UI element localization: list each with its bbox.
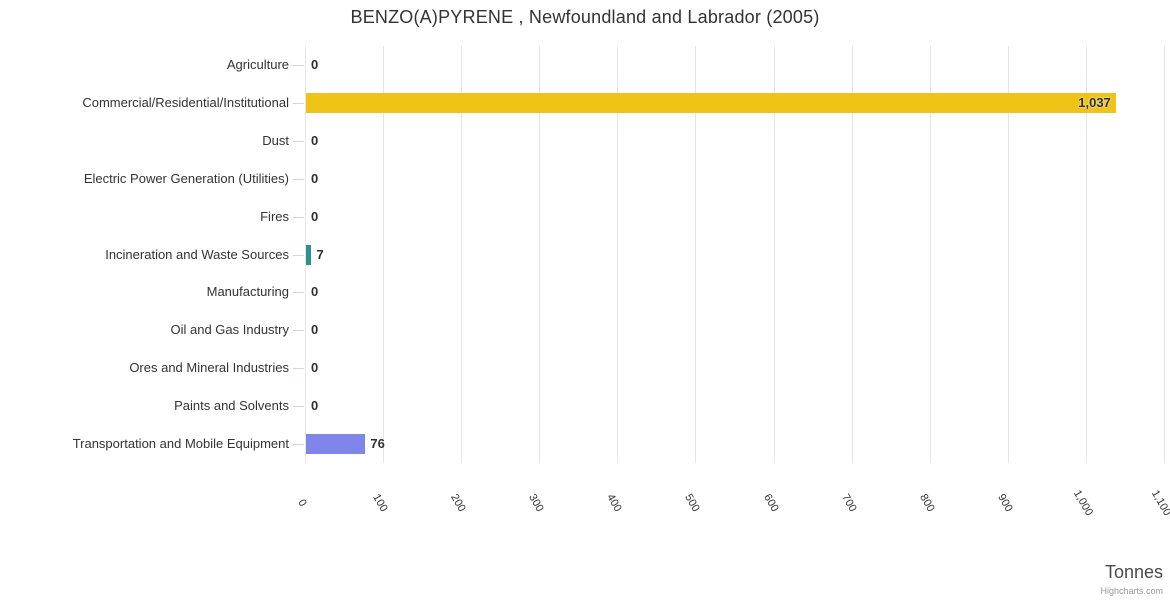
category-tick [293, 103, 304, 104]
category-tick [293, 179, 304, 180]
category-tick [293, 141, 304, 142]
data-label: 7 [316, 246, 324, 262]
data-label: 0 [311, 170, 319, 186]
bar-incineration-and-waste-sources[interactable] [306, 244, 312, 265]
data-label: 0 [311, 398, 319, 414]
x-tick-label: 100 [370, 492, 390, 514]
category-label: Oil and Gas Industry [170, 322, 290, 338]
x-tick-label: 700 [838, 492, 859, 514]
plot-area [305, 46, 1165, 463]
bar-commercial-residential-institutional[interactable] [306, 92, 1116, 113]
category-label: Dust [262, 132, 289, 148]
gridline-x-100 [383, 46, 385, 463]
data-label: 0 [311, 360, 319, 376]
gridline-x-1100 [1164, 46, 1165, 463]
category-label: Manufacturing [206, 284, 289, 300]
data-label: 0 [311, 208, 319, 224]
x-tick-label: 900 [995, 492, 1015, 514]
gridline-x-700 [851, 46, 853, 463]
category-label: Ores and Mineral Industries [129, 360, 289, 376]
gridline-x-600 [773, 46, 775, 463]
category-tick [293, 406, 304, 407]
gridline-x-800 [929, 46, 931, 463]
x-tick-label: 1,100 [1148, 488, 1170, 518]
x-tick-label: 600 [760, 492, 781, 514]
x-tick-label: 500 [682, 492, 703, 514]
x-tick-label: 800 [916, 492, 937, 514]
category-tick [293, 217, 304, 218]
category-label: Transportation and Mobile Equipment [72, 436, 289, 452]
gridline-x-0 [305, 46, 306, 463]
data-label: 0 [311, 322, 319, 338]
data-label: 0 [311, 132, 319, 148]
category-tick [293, 444, 304, 445]
x-axis-title: Tonnes [1104, 562, 1163, 582]
x-tick-label: 300 [526, 492, 547, 514]
gridline-x-200 [461, 46, 463, 463]
category-label: Commercial/Residential/Institutional [82, 94, 289, 110]
category-tick [293, 292, 304, 293]
category-tick [293, 330, 304, 331]
x-tick-label: 400 [604, 492, 625, 514]
data-label: 0 [311, 284, 319, 300]
category-tick [293, 65, 304, 66]
gridline-x-900 [1007, 46, 1009, 463]
bar-transportation-and-mobile-equipment[interactable] [306, 434, 366, 455]
gridline-x-400 [617, 46, 619, 463]
category-label: Electric Power Generation (Utilities) [83, 170, 289, 186]
x-tick-label: 200 [448, 492, 468, 514]
data-label: 0 [311, 56, 319, 72]
category-label: Paints and Solvents [174, 398, 289, 414]
category-label: Fires [260, 208, 289, 224]
highcharts-credit-link[interactable]: Highcharts.com [1100, 586, 1163, 596]
gridline-x-1000 [1085, 46, 1087, 463]
x-tick-label: 0 [295, 497, 309, 509]
data-label: 76 [370, 436, 385, 452]
category-tick [293, 368, 304, 369]
category-tick [293, 255, 304, 256]
chart-title: BENZO(A)PYRENE , Newfoundland and Labrad… [350, 7, 820, 27]
data-label: 1,037 [1078, 94, 1111, 110]
x-tick-label: 1,000 [1070, 488, 1095, 518]
gridline-x-300 [539, 46, 541, 463]
gridline-x-500 [695, 46, 697, 463]
category-label: Agriculture [226, 56, 289, 72]
category-label: Incineration and Waste Sources [105, 246, 289, 262]
